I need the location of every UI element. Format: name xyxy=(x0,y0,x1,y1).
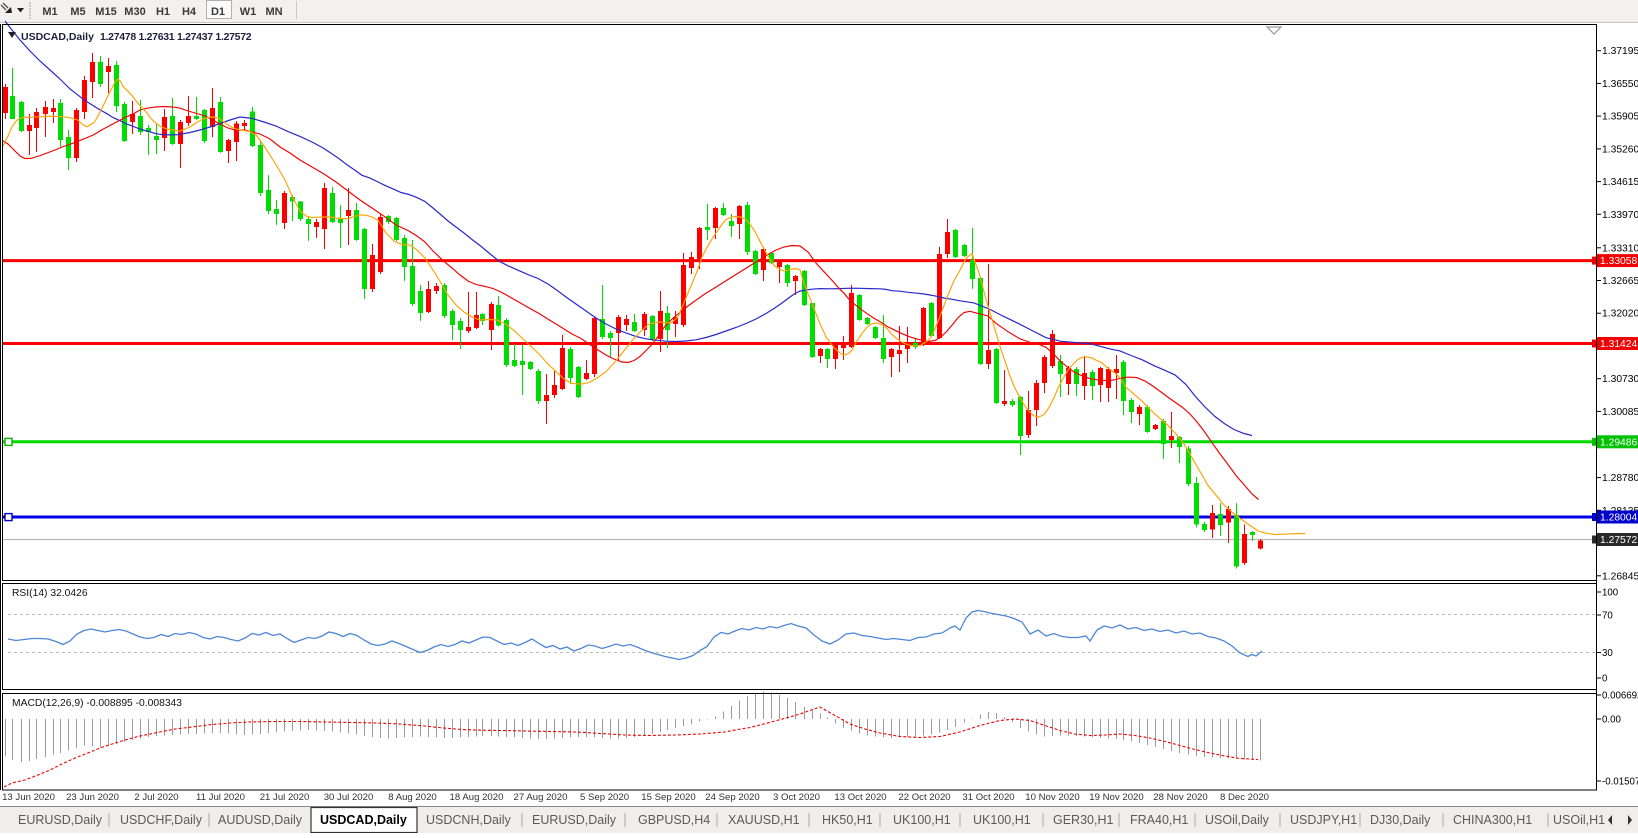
svg-text:1.32665: 1.32665 xyxy=(1602,276,1638,287)
svg-text:EURUSD,Daily: EURUSD,Daily xyxy=(18,813,103,827)
svg-text:1.33058: 1.33058 xyxy=(1600,256,1637,267)
svg-text:0.006692: 0.006692 xyxy=(1602,691,1638,702)
svg-text:AUDUSD,Daily: AUDUSD,Daily xyxy=(218,813,303,827)
svg-text:FRA40,H1: FRA40,H1 xyxy=(1130,813,1188,827)
svg-text:8 Dec 2020: 8 Dec 2020 xyxy=(1220,792,1269,803)
svg-text:DJ30,Daily: DJ30,Daily xyxy=(1370,813,1431,827)
svg-text:USDCNH,Daily: USDCNH,Daily xyxy=(426,813,511,827)
svg-text:2 Jul 2020: 2 Jul 2020 xyxy=(134,792,178,803)
svg-text:1.29486: 1.29486 xyxy=(1600,437,1637,448)
svg-text:M15: M15 xyxy=(95,6,116,18)
svg-text:15 Sep 2020: 15 Sep 2020 xyxy=(641,792,695,803)
svg-text:0: 0 xyxy=(1602,674,1608,685)
svg-text:31 Oct 2020: 31 Oct 2020 xyxy=(962,792,1014,803)
svg-text:23 Jun 2020: 23 Jun 2020 xyxy=(66,792,119,803)
svg-text:13 Oct 2020: 13 Oct 2020 xyxy=(834,792,886,803)
svg-text:1.36550: 1.36550 xyxy=(1602,79,1638,90)
svg-text:H1: H1 xyxy=(156,6,170,18)
svg-text:13 Jun 2020: 13 Jun 2020 xyxy=(2,792,55,803)
svg-text:1.31424: 1.31424 xyxy=(1600,339,1637,350)
svg-text:EURUSD,Daily: EURUSD,Daily xyxy=(532,813,617,827)
svg-text:1.37195: 1.37195 xyxy=(1602,46,1638,57)
svg-text:27 Aug 2020: 27 Aug 2020 xyxy=(514,792,568,803)
svg-text:1.26845: 1.26845 xyxy=(1602,571,1638,582)
svg-text:1.35260: 1.35260 xyxy=(1602,144,1638,155)
svg-text:USDCAD,Daily: USDCAD,Daily xyxy=(21,31,94,43)
svg-text:1.35905: 1.35905 xyxy=(1602,112,1638,123)
svg-text:M5: M5 xyxy=(70,6,85,18)
svg-text:1.28004: 1.28004 xyxy=(1600,513,1637,524)
svg-text:1.33970: 1.33970 xyxy=(1602,210,1638,221)
svg-text:M30: M30 xyxy=(124,6,145,18)
svg-text:100: 100 xyxy=(1602,588,1619,599)
svg-text:W1: W1 xyxy=(240,6,257,18)
svg-text:1.34615: 1.34615 xyxy=(1602,177,1638,188)
svg-text:30: 30 xyxy=(1602,648,1613,659)
svg-text:USDJPY,H1: USDJPY,H1 xyxy=(1290,813,1357,827)
svg-text:M1: M1 xyxy=(42,6,57,18)
svg-text:MN: MN xyxy=(265,6,282,18)
svg-text:GER30,H1: GER30,H1 xyxy=(1053,813,1113,827)
svg-text:28 Nov 2020: 28 Nov 2020 xyxy=(1153,792,1207,803)
svg-text:18 Aug 2020: 18 Aug 2020 xyxy=(450,792,504,803)
svg-text:10 Nov 2020: 10 Nov 2020 xyxy=(1025,792,1079,803)
svg-text:UK100,H1: UK100,H1 xyxy=(973,813,1031,827)
svg-text:RSI(14) 32.0426: RSI(14) 32.0426 xyxy=(12,588,88,599)
svg-text:1.30730: 1.30730 xyxy=(1602,374,1638,385)
svg-text:MACD(12,26,9) -0.008895 -0.008: MACD(12,26,9) -0.008895 -0.008343 xyxy=(12,698,182,709)
svg-text:1.30085: 1.30085 xyxy=(1602,407,1638,418)
svg-text:H4: H4 xyxy=(182,6,197,18)
svg-text:30 Jul 2020: 30 Jul 2020 xyxy=(324,792,374,803)
svg-text:1.33310: 1.33310 xyxy=(1602,243,1638,254)
svg-text:1.27572: 1.27572 xyxy=(1600,535,1637,546)
svg-text:CHINA300,H1: CHINA300,H1 xyxy=(1453,813,1532,827)
svg-text:XAUUSD,H1: XAUUSD,H1 xyxy=(728,813,800,827)
svg-text:UK100,H1: UK100,H1 xyxy=(893,813,951,827)
svg-text:5 Sep 2020: 5 Sep 2020 xyxy=(580,792,629,803)
svg-text:HK50,H1: HK50,H1 xyxy=(822,813,873,827)
svg-text:USDCHF,Daily: USDCHF,Daily xyxy=(120,813,203,827)
svg-text:8 Aug 2020: 8 Aug 2020 xyxy=(388,792,437,803)
svg-text:D1: D1 xyxy=(211,6,225,18)
svg-text:70: 70 xyxy=(1602,611,1613,622)
svg-text:GBPUSD,H4: GBPUSD,H4 xyxy=(638,813,710,827)
svg-text:USDCAD,Daily: USDCAD,Daily xyxy=(320,813,407,827)
svg-text:USOil,H1: USOil,H1 xyxy=(1553,813,1605,827)
svg-text:3 Oct 2020: 3 Oct 2020 xyxy=(773,792,820,803)
svg-text:21 Jul 2020: 21 Jul 2020 xyxy=(260,792,310,803)
svg-text:22 Oct 2020: 22 Oct 2020 xyxy=(898,792,950,803)
svg-text:0.00: 0.00 xyxy=(1602,715,1621,726)
svg-text:1.28780: 1.28780 xyxy=(1602,473,1638,484)
svg-text:1.27478 1.27631 1.27437 1.2757: 1.27478 1.27631 1.27437 1.27572 xyxy=(100,31,252,43)
svg-text:11 Jul 2020: 11 Jul 2020 xyxy=(196,792,245,803)
svg-text:USOil,Daily: USOil,Daily xyxy=(1205,813,1270,827)
svg-text:24 Sep 2020: 24 Sep 2020 xyxy=(705,792,759,803)
svg-text:19 Nov 2020: 19 Nov 2020 xyxy=(1089,792,1143,803)
svg-text:1.32020: 1.32020 xyxy=(1602,309,1638,320)
svg-text:-0.015075: -0.015075 xyxy=(1602,777,1638,788)
